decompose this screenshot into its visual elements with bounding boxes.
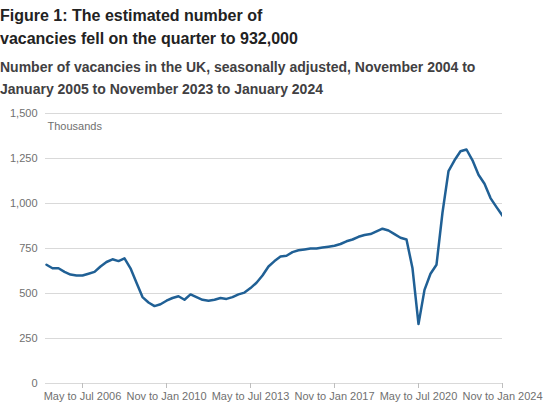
svg-text:Thousands: Thousands xyxy=(48,120,103,132)
svg-text:1,500: 1,500 xyxy=(10,107,38,119)
svg-text:May to Jul 2006: May to Jul 2006 xyxy=(44,390,122,402)
svg-text:Nov to Jan 2024: Nov to Jan 2024 xyxy=(462,390,542,402)
svg-text:Nov to Jan 2017: Nov to Jan 2017 xyxy=(294,390,374,402)
svg-text:500: 500 xyxy=(19,287,37,299)
svg-text:1,250: 1,250 xyxy=(10,152,38,164)
html-text:Figure 1: The estimated number: Figure 1: The estimated number of vacanc… xyxy=(0,7,298,47)
svg-text:750: 750 xyxy=(19,242,37,254)
svg-text:May to Jul 2020: May to Jul 2020 xyxy=(380,390,458,402)
svg-text:May to Jul 2013: May to Jul 2013 xyxy=(212,390,290,402)
svg-text:Nov to Jan 2010: Nov to Jan 2010 xyxy=(126,390,206,402)
svg-text:0: 0 xyxy=(31,377,37,389)
svg-text:1,000: 1,000 xyxy=(10,197,38,209)
html-text:Number of vacancies in the UK,: Number of vacancies in the UK, seasonall… xyxy=(0,59,476,97)
svg-text:250: 250 xyxy=(19,332,37,344)
